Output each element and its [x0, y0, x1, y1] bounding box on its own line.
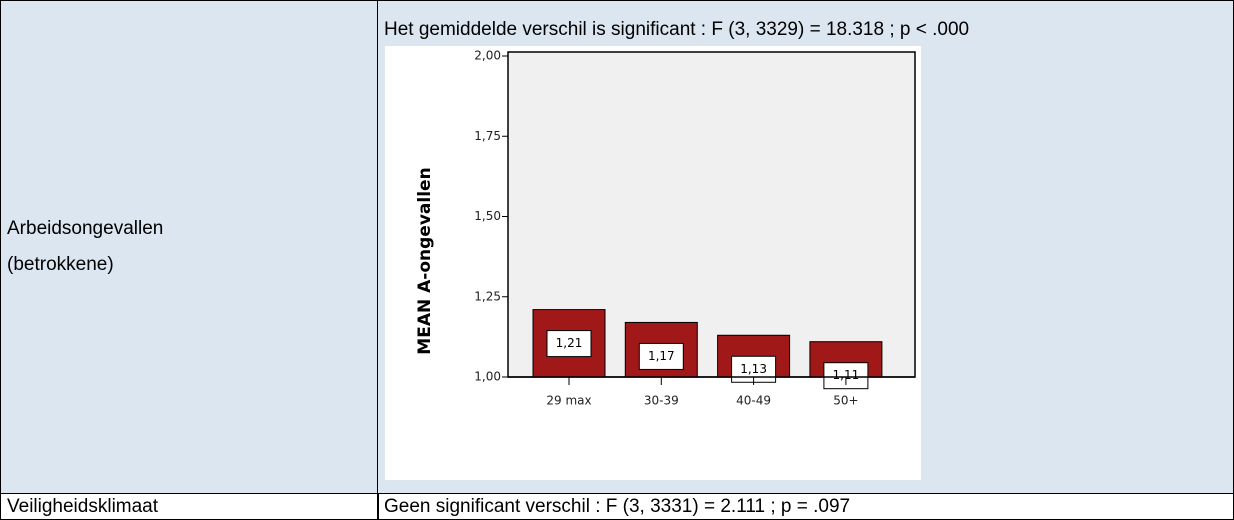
x-tick-label: 30-39 [644, 394, 679, 408]
y-tick-label: 1,50 [474, 209, 501, 223]
result-text: Het gemiddelde verschil is significant :… [384, 19, 970, 40]
y-axis-title: MEAN A-ongevallen [415, 167, 435, 354]
label-line: Arbeidsongevallen [7, 218, 164, 239]
x-tick-label: 29 max [546, 394, 591, 408]
value-label-box [638, 342, 684, 370]
value-label: 1,13 [740, 362, 767, 376]
row-label: Veiligheidsklimaat [7, 496, 159, 517]
y-tick-label: 2,00 [474, 49, 501, 63]
value-label: 1,17 [648, 349, 675, 363]
value-label: 1,21 [556, 336, 583, 350]
chart: MEAN A-ongevallen 1,00 1,25 1,50 1,75 2,00 1,… [385, 46, 921, 480]
row-label-cell: Veiligheidsklimaat [0, 493, 379, 520]
y-tick-label: 1,25 [474, 289, 501, 303]
result-text: Geen significant verschil : F (3, 3331) … [384, 496, 851, 517]
row-result-cell: Geen significant verschil : F (3, 3331) … [378, 493, 1234, 520]
value-label-box [546, 330, 592, 358]
value-label: 1,11 [833, 368, 860, 382]
label-line: (betrokkene) [7, 254, 114, 275]
x-tick-label: 40-49 [736, 394, 771, 408]
x-tick-label: 50+ [833, 394, 858, 408]
row-label-cell: Arbeidsongevallen (betrokkene) [0, 0, 379, 494]
y-tick-label: 1,75 [474, 129, 501, 143]
row-label: Arbeidsongevallen (betrokkene) [1, 211, 163, 283]
y-tick-label: 1,00 [474, 370, 501, 384]
